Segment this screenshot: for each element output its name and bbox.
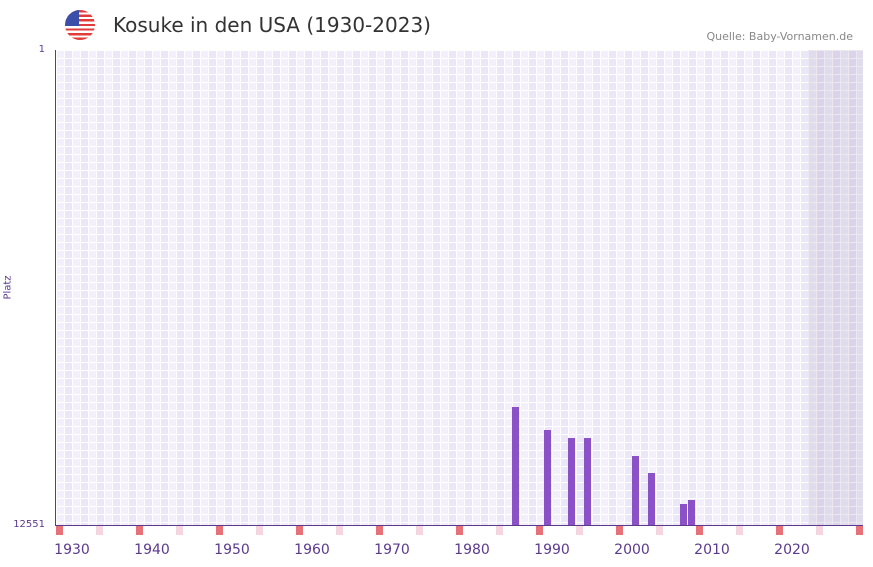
- bar-1989[interactable]: [544, 429, 551, 525]
- decade-marker: [96, 526, 103, 535]
- y-tick-label: 1: [38, 44, 45, 55]
- decade-marker: [696, 526, 703, 535]
- decade-marker: [496, 526, 503, 535]
- x-tick-label: 1960: [294, 542, 330, 558]
- y-tick-label: 12551: [13, 519, 45, 530]
- decade-marker: [616, 526, 623, 535]
- decade-marker: [56, 526, 63, 535]
- x-tick-label: 1980: [454, 542, 490, 558]
- decade-marker: [576, 526, 583, 535]
- x-tick-label: 2020: [774, 542, 810, 558]
- decade-marker: [776, 526, 783, 535]
- bar-1992[interactable]: [568, 437, 575, 525]
- decade-marker: [656, 526, 663, 535]
- y-axis-title: Platz: [2, 275, 14, 300]
- bar-1985[interactable]: [512, 406, 519, 525]
- x-tick-label: 2000: [614, 542, 650, 558]
- decade-marker: [336, 526, 343, 535]
- bar-2002[interactable]: [648, 473, 655, 525]
- x-tick-label: 1950: [214, 542, 250, 558]
- decade-marker: [856, 526, 863, 535]
- decade-marker: [216, 526, 223, 535]
- decade-marker: [296, 526, 303, 535]
- decade-marker: [536, 526, 543, 535]
- bar-1994[interactable]: [584, 437, 591, 525]
- y-axis: [55, 50, 56, 526]
- x-tick-label: 1990: [534, 542, 570, 558]
- decade-marker: [456, 526, 463, 535]
- decade-marker: [136, 526, 143, 535]
- future-shade: [808, 50, 863, 525]
- us-flag-icon: [65, 10, 95, 40]
- x-tick-label: 2010: [694, 542, 730, 558]
- x-tick-label: 1970: [374, 542, 410, 558]
- decade-marker: [376, 526, 383, 535]
- bar-2000[interactable]: [632, 456, 639, 525]
- decade-marker: [256, 526, 263, 535]
- decade-marker: [416, 526, 423, 535]
- x-tick-label: 1930: [54, 542, 90, 558]
- chart-title: Kosuke in den USA (1930-2023): [113, 13, 431, 37]
- bar-2007[interactable]: [688, 499, 695, 525]
- decade-marker: [176, 526, 183, 535]
- x-tick-label: 1940: [134, 542, 170, 558]
- x-axis: [55, 525, 863, 526]
- plot-area: [56, 50, 863, 525]
- decade-marker: [736, 526, 743, 535]
- source-link[interactable]: Quelle: Baby-Vornamen.de: [706, 30, 853, 43]
- bar-2006[interactable]: [680, 503, 687, 525]
- decade-marker: [816, 526, 823, 535]
